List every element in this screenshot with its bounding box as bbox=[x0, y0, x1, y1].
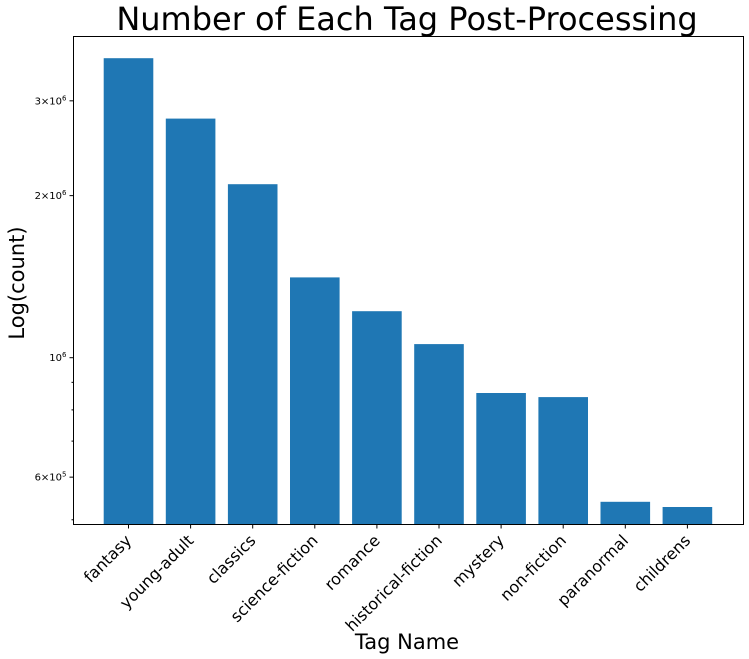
bar-young-adult bbox=[165, 118, 216, 525]
bar-historical-fiction bbox=[414, 344, 464, 525]
x-tick-label: childrens bbox=[630, 531, 695, 596]
bar-romance bbox=[352, 311, 402, 525]
x-tick-label: classics bbox=[203, 531, 260, 588]
bar-non-fiction bbox=[538, 397, 588, 525]
y-tick-label: 106 bbox=[49, 351, 67, 364]
plot-frame bbox=[73, 36, 744, 525]
bar-science-fiction bbox=[290, 277, 340, 525]
chart-title: Number of Each Tag Post-Processing bbox=[116, 0, 697, 38]
y-axis-label: Log(count) bbox=[5, 226, 29, 339]
bars-group bbox=[103, 58, 713, 525]
bar-classics bbox=[227, 184, 278, 525]
bar-paranormal bbox=[600, 501, 651, 525]
x-tick-label: mystery bbox=[448, 531, 508, 591]
x-tick-label: fantasy bbox=[80, 531, 135, 586]
x-tick-label: romance bbox=[321, 531, 384, 594]
y-tick-label: 6×105 bbox=[35, 471, 67, 484]
y-tick-label: 3×106 bbox=[35, 94, 67, 107]
y-axis-ticks: 106 6×105 2×106 3×106 bbox=[35, 94, 74, 521]
bar-childrens bbox=[662, 507, 713, 525]
x-axis-label: Tag Name bbox=[354, 630, 459, 654]
y-tick-label: 2×106 bbox=[35, 189, 67, 202]
bar-fantasy bbox=[103, 58, 154, 525]
bar-mystery bbox=[476, 393, 526, 525]
